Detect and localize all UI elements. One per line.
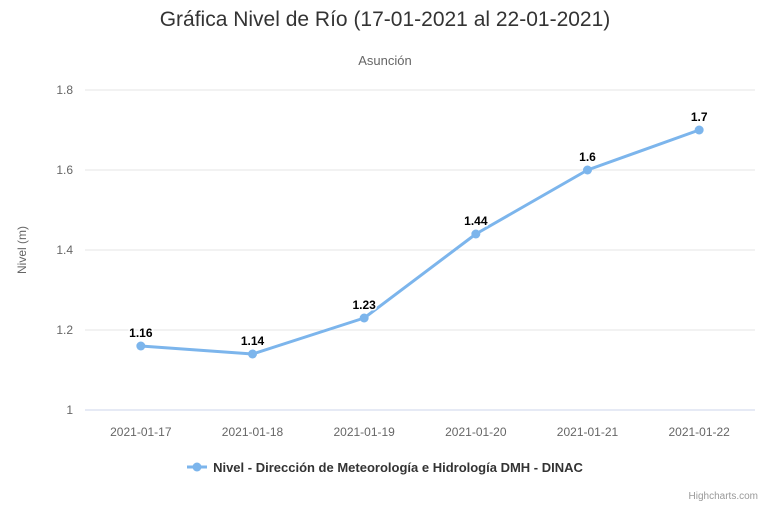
y-axis-tick-label: 1.8 [56, 83, 73, 97]
legend-label: Nivel - Dirección de Meteorología e Hidr… [213, 459, 583, 475]
series-line [139, 128, 701, 356]
x-axis-tick-label: 2021-01-22 [668, 425, 730, 439]
x-axis-tick-label: 2021-01-18 [222, 425, 284, 439]
data-point-label: 1.23 [352, 298, 376, 312]
y-axis-tick-label: 1.2 [56, 323, 73, 337]
data-point-marker[interactable] [694, 125, 704, 135]
data-point-label: 1.7 [691, 110, 708, 124]
legend-item-nivel[interactable]: Nivel - Dirección de Meteorología e Hidr… [187, 459, 583, 475]
y-axis-tick-label: 1.6 [56, 163, 73, 177]
data-point-marker[interactable] [359, 313, 369, 323]
x-axis-tick-label: 2021-01-17 [110, 425, 172, 439]
legend: Nivel - Dirección de Meteorología e Hidr… [0, 459, 770, 475]
y-axis-tick-label: 1.4 [56, 243, 73, 257]
legend-series-marker-icon [187, 462, 208, 472]
chart-subtitle: Asunción [358, 53, 412, 68]
data-point-label: 1.16 [129, 326, 153, 340]
chart-title: Gráfica Nivel de Río (17-01-2021 al 22-0… [159, 8, 611, 31]
data-point-marker[interactable] [471, 229, 481, 239]
data-point-marker[interactable] [583, 165, 592, 175]
highcharts-credits-link[interactable]: Highcharts.com [688, 491, 758, 502]
x-axis-tick-label: 2021-01-20 [445, 425, 507, 439]
data-point-label: 1.44 [464, 214, 488, 228]
y-axis-tick-label: 1 [66, 403, 73, 417]
data-point-label: 1.14 [241, 334, 265, 348]
x-axis-tick-label: 2021-01-19 [333, 425, 395, 439]
data-point-label: 1.6 [579, 150, 596, 164]
data-point-marker[interactable] [136, 341, 146, 351]
x-axis-tick-label: 2021-01-21 [557, 425, 619, 439]
data-point-marker[interactable] [248, 349, 257, 359]
